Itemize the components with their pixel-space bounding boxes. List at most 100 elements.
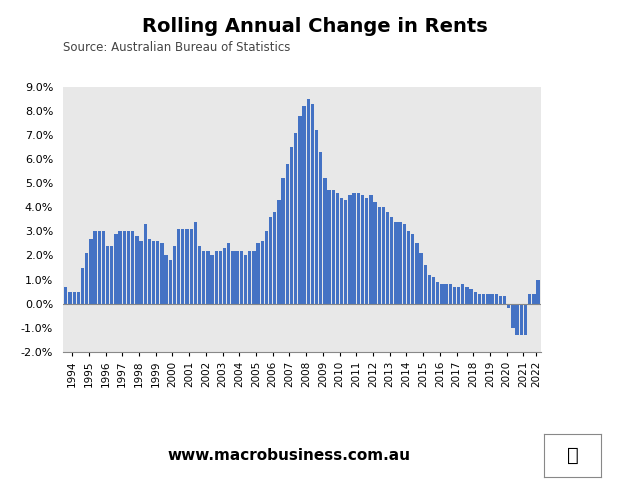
- Bar: [528, 294, 532, 304]
- Bar: [311, 104, 314, 304]
- Bar: [361, 195, 364, 304]
- Bar: [432, 277, 435, 304]
- Bar: [411, 234, 415, 304]
- Bar: [478, 294, 481, 304]
- Bar: [352, 193, 356, 304]
- Bar: [457, 287, 460, 304]
- Bar: [445, 284, 448, 304]
- Bar: [211, 255, 214, 304]
- Bar: [407, 231, 410, 304]
- Bar: [415, 243, 418, 304]
- Bar: [328, 190, 331, 304]
- Bar: [235, 251, 239, 304]
- Bar: [81, 268, 84, 304]
- Bar: [331, 190, 335, 304]
- Bar: [265, 231, 268, 304]
- Bar: [140, 241, 143, 304]
- Bar: [64, 287, 67, 304]
- Bar: [135, 236, 138, 304]
- Bar: [306, 99, 310, 304]
- Bar: [315, 130, 318, 304]
- Bar: [290, 147, 293, 304]
- Bar: [461, 284, 464, 304]
- Bar: [214, 251, 218, 304]
- Bar: [164, 255, 168, 304]
- Bar: [148, 239, 151, 304]
- Bar: [173, 246, 176, 304]
- Bar: [436, 282, 440, 304]
- Bar: [465, 287, 469, 304]
- Bar: [260, 241, 264, 304]
- Bar: [503, 296, 506, 304]
- Bar: [177, 229, 181, 304]
- Bar: [382, 207, 385, 304]
- Bar: [403, 224, 406, 304]
- Bar: [511, 304, 515, 328]
- Bar: [453, 287, 456, 304]
- Bar: [420, 253, 423, 304]
- Bar: [106, 246, 109, 304]
- Bar: [319, 152, 323, 304]
- Bar: [386, 212, 389, 304]
- Bar: [294, 133, 298, 304]
- Bar: [394, 222, 398, 304]
- Bar: [89, 239, 92, 304]
- Bar: [143, 224, 147, 304]
- Bar: [169, 260, 172, 304]
- Bar: [537, 280, 540, 304]
- Bar: [374, 202, 377, 304]
- Bar: [273, 212, 276, 304]
- Bar: [202, 251, 206, 304]
- Bar: [440, 284, 443, 304]
- Bar: [186, 229, 189, 304]
- Bar: [491, 294, 494, 304]
- Bar: [97, 231, 101, 304]
- Bar: [189, 229, 193, 304]
- Text: Source: Australian Bureau of Statistics: Source: Australian Bureau of Statistics: [63, 41, 290, 54]
- Bar: [240, 251, 243, 304]
- Bar: [344, 200, 347, 304]
- Bar: [340, 198, 343, 304]
- Bar: [72, 292, 76, 304]
- Bar: [298, 116, 301, 304]
- Bar: [507, 304, 511, 308]
- Bar: [160, 243, 164, 304]
- Bar: [515, 304, 519, 335]
- Bar: [482, 294, 486, 304]
- Bar: [110, 246, 113, 304]
- Bar: [303, 106, 306, 304]
- Bar: [277, 200, 281, 304]
- Bar: [494, 294, 498, 304]
- Bar: [206, 251, 209, 304]
- Bar: [377, 207, 381, 304]
- Text: BUSINESS: BUSINESS: [499, 40, 592, 58]
- Bar: [69, 292, 72, 304]
- Text: 🐺: 🐺: [567, 446, 578, 465]
- Bar: [428, 275, 431, 304]
- Bar: [499, 296, 502, 304]
- Bar: [524, 304, 527, 335]
- Bar: [365, 198, 369, 304]
- Bar: [248, 251, 252, 304]
- Bar: [85, 253, 89, 304]
- Bar: [286, 164, 289, 304]
- Bar: [118, 231, 122, 304]
- Bar: [252, 251, 255, 304]
- Bar: [219, 251, 222, 304]
- Bar: [520, 304, 523, 335]
- Bar: [127, 231, 130, 304]
- Bar: [269, 217, 272, 304]
- Bar: [348, 195, 352, 304]
- Bar: [532, 294, 535, 304]
- Bar: [194, 222, 197, 304]
- Bar: [114, 234, 118, 304]
- Bar: [257, 243, 260, 304]
- Bar: [448, 284, 452, 304]
- Bar: [231, 251, 235, 304]
- Bar: [123, 231, 126, 304]
- Bar: [390, 217, 393, 304]
- Text: www.macrobusiness.com.au: www.macrobusiness.com.au: [168, 448, 411, 463]
- Bar: [93, 231, 97, 304]
- Bar: [398, 222, 402, 304]
- Bar: [227, 243, 230, 304]
